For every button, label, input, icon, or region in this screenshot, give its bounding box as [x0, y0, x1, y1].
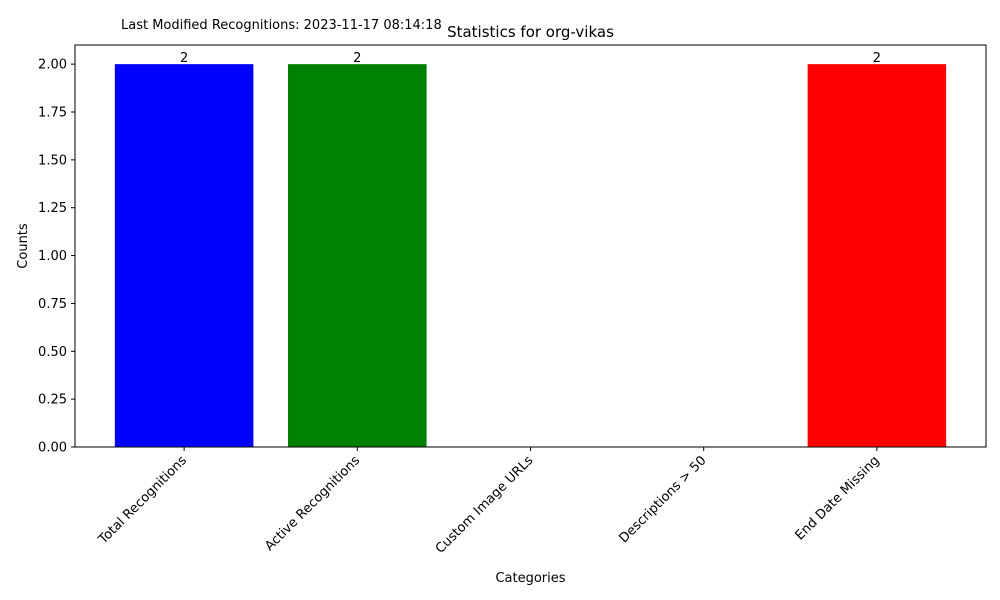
y-tick-label: 2.00 — [38, 58, 67, 73]
y-tick-label: 0.50 — [38, 345, 67, 360]
bar-value-label: 2 — [180, 51, 188, 66]
y-tick-label: 0.75 — [38, 297, 67, 312]
bar-value-label: 2 — [873, 51, 881, 66]
y-tick-label: 1.00 — [38, 249, 67, 264]
y-tick-label: 1.75 — [38, 106, 67, 121]
bar — [807, 64, 947, 448]
y-axis: 0.00 0.25 0.50 0.75 1.00 1.25 1.50 1.75 2.00 — [38, 58, 75, 456]
y-tick-label: 1.25 — [38, 201, 67, 216]
x-axis-label: Categories — [495, 571, 565, 586]
annotation-text: Last Modified Recognitions: 2023-11-17 0… — [121, 18, 442, 33]
y-tick-label: 0.25 — [38, 393, 67, 408]
y-axis-label: Counts — [16, 223, 31, 269]
chart-title: Statistics for org-vikas — [447, 23, 614, 41]
y-tick-label: 1.50 — [38, 153, 67, 168]
y-tick-label: 0.00 — [38, 441, 67, 456]
bar — [288, 64, 427, 448]
chart-marks: 2 2 2 — [114, 51, 947, 448]
bar — [114, 64, 254, 448]
bar-value-label: 2 — [353, 51, 361, 66]
